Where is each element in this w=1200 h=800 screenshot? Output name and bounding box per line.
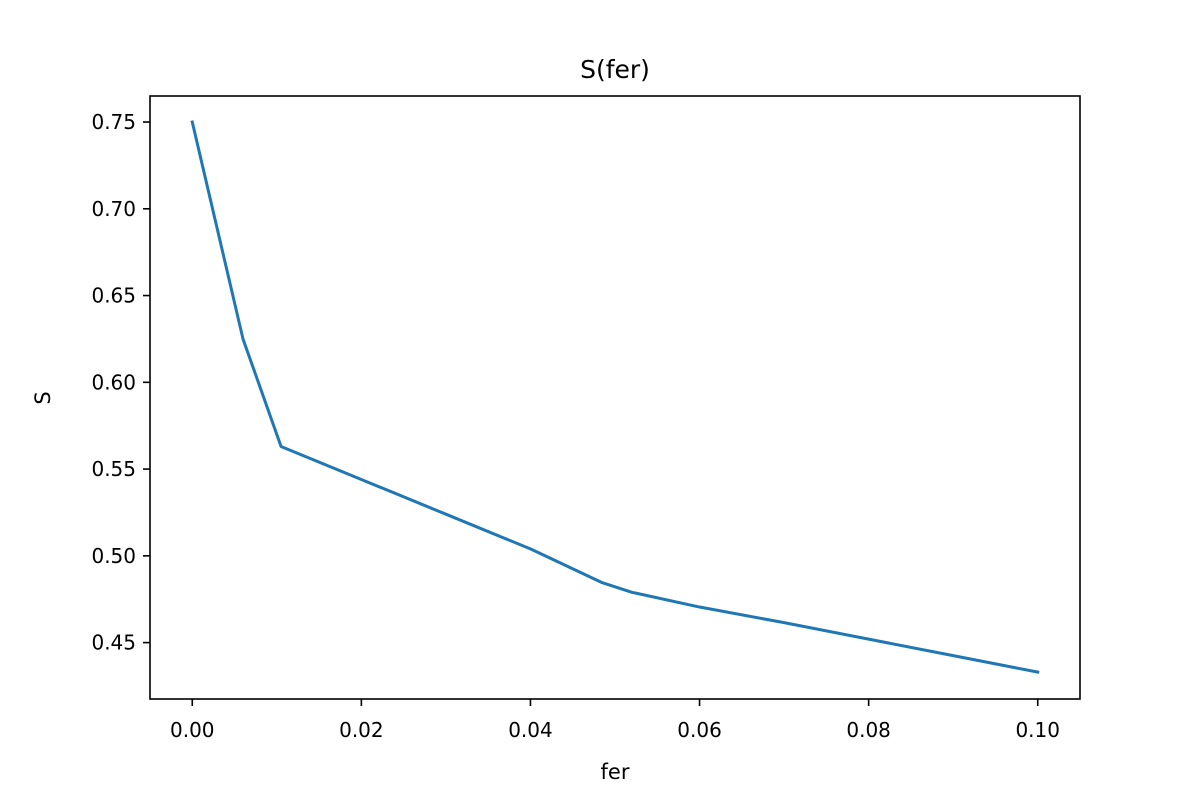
chart-title: S(fer): [580, 55, 650, 84]
x-tick-label: 0.10: [1015, 718, 1060, 742]
x-tick-label: 0.00: [170, 718, 215, 742]
y-tick-label: 0.75: [91, 110, 136, 134]
y-tick-label: 0.55: [91, 457, 136, 481]
y-tick-label: 0.60: [91, 370, 136, 394]
x-tick-label: 0.08: [846, 718, 891, 742]
y-tick-label: 0.45: [91, 631, 136, 655]
plot-layer: [190, 120, 1040, 674]
x-tick-label: 0.04: [508, 718, 553, 742]
x-axis: 0.00 0.02 0.04 0.06 0.08 0.10: [170, 699, 1060, 742]
x-axis-label: fer: [601, 760, 630, 784]
y-axis: 0.45 0.50 0.55 0.60 0.65 0.70 0.75: [91, 110, 150, 655]
x-tick-label: 0.06: [677, 718, 722, 742]
series-line: [190, 120, 1040, 674]
x-tick-label: 0.02: [339, 718, 384, 742]
y-axis-label: S: [31, 391, 55, 404]
y-tick-label: 0.50: [91, 544, 136, 568]
plot-frame: [149, 95, 1081, 700]
y-tick-label: 0.70: [91, 197, 136, 221]
y-tick-label: 0.65: [91, 284, 136, 308]
